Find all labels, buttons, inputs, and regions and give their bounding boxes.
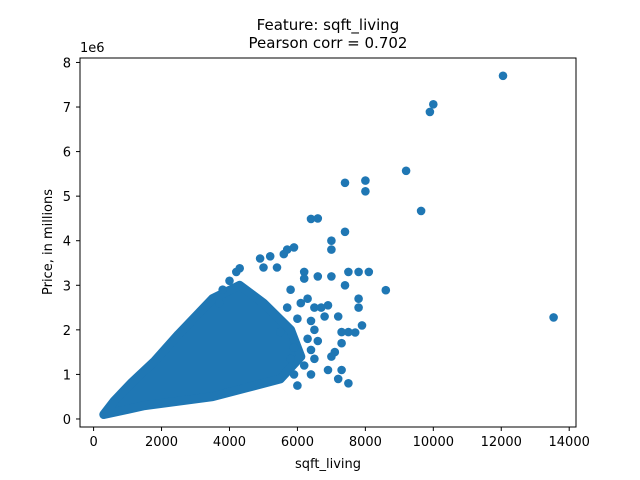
data-point xyxy=(289,343,299,353)
data-point xyxy=(354,267,363,277)
data-point xyxy=(320,312,329,321)
data-point xyxy=(296,298,306,308)
data-point xyxy=(350,328,360,337)
data-point xyxy=(425,107,435,117)
data-point xyxy=(354,303,363,312)
x-tick-label: 10000 xyxy=(413,435,454,450)
y-offset-label: 1e6 xyxy=(80,41,105,56)
data-point xyxy=(272,263,282,272)
data-point xyxy=(215,298,224,308)
data-point xyxy=(333,312,343,321)
x-tick-label: 4000 xyxy=(213,435,246,450)
data-point xyxy=(299,361,309,370)
x-tick-label: 8000 xyxy=(349,435,382,450)
data-point xyxy=(323,301,333,310)
data-point xyxy=(282,303,292,312)
data-point xyxy=(310,303,319,312)
x-tick-label: 14000 xyxy=(549,435,590,450)
plot-frame xyxy=(79,57,577,428)
x-tick-label: 2000 xyxy=(145,435,178,450)
y-axis-label: Price, in millions xyxy=(41,189,56,295)
data-point xyxy=(364,267,374,277)
y-tick-label: 4 xyxy=(63,235,71,250)
data-point xyxy=(337,327,346,337)
data-point xyxy=(357,321,367,330)
dense-point-cloud xyxy=(99,280,306,419)
x-tick-label: 6000 xyxy=(281,435,314,450)
data-point xyxy=(313,214,323,223)
data-point xyxy=(333,374,343,384)
data-point xyxy=(361,176,370,185)
data-point xyxy=(354,294,363,304)
data-point xyxy=(255,254,265,263)
data-point xyxy=(306,214,316,224)
data-point xyxy=(286,354,295,364)
data-point xyxy=(340,178,350,188)
chart-subtitle: Pearson corr = 0.702 xyxy=(249,34,408,52)
data-point xyxy=(429,100,438,109)
data-point xyxy=(218,285,227,295)
data-point xyxy=(337,338,346,348)
data-point xyxy=(340,227,350,237)
data-point xyxy=(327,352,336,361)
data-point xyxy=(303,294,312,304)
y-tick-label: 1 xyxy=(63,368,71,383)
y-tick-label: 7 xyxy=(63,101,71,116)
x-tick-label: 12000 xyxy=(481,435,522,450)
y-tick-label: 2 xyxy=(63,324,71,339)
data-point xyxy=(323,365,333,375)
dense-points-area xyxy=(99,280,306,419)
y-tick-label: 5 xyxy=(63,190,71,205)
data-point xyxy=(310,325,319,335)
data-point xyxy=(344,379,353,388)
data-point xyxy=(303,334,312,344)
y-axis: 0 1 2 3 4 5 6 7 8 xyxy=(63,56,80,428)
data-point xyxy=(265,251,275,261)
data-point xyxy=(293,314,302,324)
data-point xyxy=(327,272,336,281)
x-axis-label: sqft_living xyxy=(295,457,361,472)
data-point xyxy=(276,327,285,337)
data-point xyxy=(313,272,323,281)
data-point xyxy=(306,370,316,379)
data-point xyxy=(337,365,346,375)
data-point xyxy=(306,345,316,355)
x-tick-label: 0 xyxy=(89,435,97,450)
data-point xyxy=(401,166,411,176)
data-point xyxy=(286,285,295,295)
data-point xyxy=(327,245,336,254)
data-point xyxy=(299,267,309,277)
data-point xyxy=(289,370,299,379)
y-tick-label: 0 xyxy=(63,413,71,428)
data-point xyxy=(310,354,319,364)
data-point xyxy=(327,236,336,245)
data-point xyxy=(299,274,309,283)
x-axis: 0 2000 4000 6000 8000 10000 12000 14000 xyxy=(89,427,590,450)
data-point xyxy=(306,316,316,326)
data-point xyxy=(232,267,241,277)
scatter-points xyxy=(215,71,558,390)
data-point xyxy=(498,71,508,81)
y-tick-label: 8 xyxy=(63,56,71,71)
y-tick-label: 6 xyxy=(63,146,71,161)
data-point xyxy=(316,303,326,312)
data-point xyxy=(340,281,350,290)
data-point xyxy=(313,336,323,346)
data-point xyxy=(293,381,302,390)
data-point xyxy=(225,276,234,286)
data-point xyxy=(344,267,353,277)
data-point xyxy=(259,263,268,272)
data-point xyxy=(289,243,299,252)
data-point xyxy=(279,249,289,259)
data-point xyxy=(416,206,426,216)
data-point xyxy=(361,187,370,196)
data-point xyxy=(549,313,558,322)
data-point xyxy=(381,285,391,295)
chart-title: Feature: sqft_living xyxy=(257,16,400,35)
data-point xyxy=(344,327,353,337)
y-tick-label: 3 xyxy=(63,279,71,294)
